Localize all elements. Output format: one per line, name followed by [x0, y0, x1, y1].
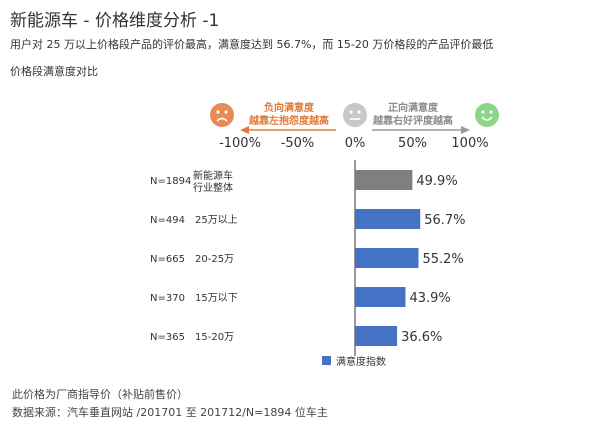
bar — [355, 326, 398, 346]
category-label: 15-20万 — [195, 332, 234, 343]
bar-row: N=665 20-25万 55.2% — [150, 248, 464, 268]
sample-size-label: N=1894 — [150, 176, 191, 187]
x-tick-label: 50% — [398, 136, 427, 151]
bar-value-label: 49.9% — [416, 174, 457, 189]
happy-face-icon — [475, 103, 499, 127]
bar-value-label: 36.6% — [401, 330, 442, 345]
positive-scale-label: 正向满意度 — [388, 101, 439, 114]
bar — [355, 287, 406, 307]
bar — [355, 209, 421, 229]
category-label-line2: 行业整体 — [193, 181, 233, 194]
bar-row: N=494 25万以上 56.7% — [150, 209, 466, 229]
chart-legend: 满意度指数 — [322, 355, 386, 368]
scale-legend: 负向满意度 越靠左抱怨度越高 正向满意度 越靠右好评度越高 — [210, 101, 499, 134]
category-label: 新能源车 — [193, 169, 233, 182]
bar — [355, 170, 413, 190]
bar-row: N=370 15万以下 43.9% — [150, 287, 451, 307]
x-tick-label: -50% — [281, 136, 315, 151]
page-title: 新能源车 - 价格维度分析 -1 — [10, 11, 220, 31]
price-note: 此价格为厂商指导价（补贴前售价） — [12, 388, 188, 401]
negative-scale-label: 负向满意度 — [264, 101, 315, 114]
legend-swatch — [322, 356, 331, 365]
bar-value-label: 43.9% — [409, 291, 450, 306]
legend-label: 满意度指数 — [336, 355, 386, 368]
positive-arrow-head — [461, 126, 470, 134]
bar — [355, 248, 419, 268]
x-tick-label: -100% — [219, 136, 261, 151]
positive-scale-desc: 越靠右好评度越高 — [372, 114, 453, 127]
negative-arrow-head — [240, 126, 249, 134]
category-label: 20-25万 — [195, 254, 234, 265]
x-tick-label: 100% — [451, 136, 488, 151]
sample-size-label: N=494 — [150, 215, 185, 226]
neutral-face-icon — [343, 103, 367, 127]
negative-scale-desc: 越靠左抱怨度越高 — [248, 114, 329, 127]
x-tick-label: 0% — [345, 136, 366, 151]
sample-size-label: N=370 — [150, 293, 185, 304]
bar-row: N=365 15-20万 36.6% — [150, 326, 442, 346]
page-subtitle: 用户对 25 万以上价格段产品的评价最高，满意度达到 56.7%，而 15-20… — [10, 38, 494, 51]
sample-size-label: N=665 — [150, 254, 185, 265]
bar-value-label: 56.7% — [424, 213, 465, 228]
category-label: 15万以下 — [195, 293, 238, 304]
chart-heading: 价格段满意度对比 — [10, 65, 98, 78]
sample-size-label: N=365 — [150, 332, 185, 343]
x-axis-ticks: -100% -50% 0% 50% 100% — [219, 136, 489, 151]
sad-face-icon — [210, 103, 234, 127]
category-label: 25万以上 — [195, 214, 238, 226]
bar-value-label: 55.2% — [422, 252, 463, 267]
data-source-note: 数据来源：汽车垂直网站 /201701 至 201712/N=1894 位车主 — [12, 406, 328, 419]
